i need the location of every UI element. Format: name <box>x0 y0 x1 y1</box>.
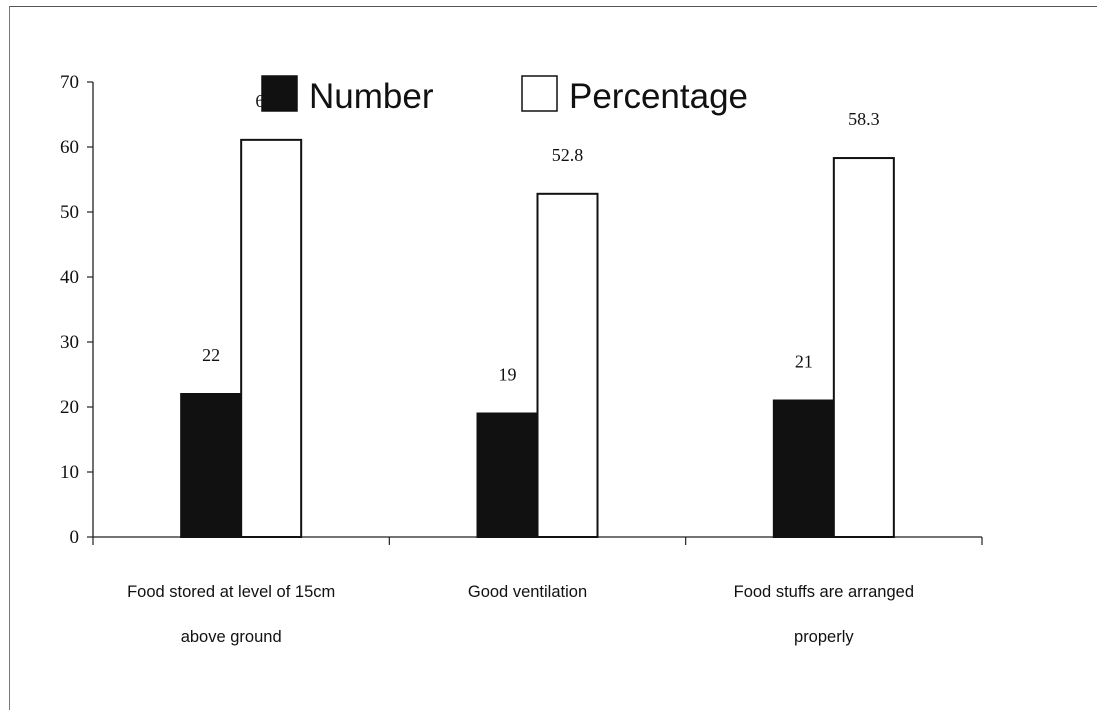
y-tick-label: 20 <box>60 397 79 418</box>
x-category-label: Good ventilation <box>468 583 587 601</box>
y-tick-label: 40 <box>60 267 79 288</box>
x-category-label: above ground <box>181 628 282 646</box>
chart-frame <box>9 6 1097 710</box>
bar-percentage <box>536 192 599 539</box>
data-label-number: 22 <box>202 345 220 365</box>
x-category-label: properly <box>794 628 854 646</box>
y-tick-label: 0 <box>70 527 80 548</box>
x-category-label: Food stuffs are arranged <box>734 583 914 601</box>
bar-number <box>180 393 243 538</box>
data-label-percentage: 58.3 <box>848 109 880 129</box>
data-label-number: 21 <box>795 352 813 372</box>
legend-label-percentage: Percentage <box>569 77 748 116</box>
bar-number <box>476 412 539 538</box>
y-tick-label: 30 <box>60 332 79 353</box>
legend-swatch-number <box>261 75 298 112</box>
y-tick-label: 70 <box>60 72 79 93</box>
data-label-percentage: 52.8 <box>552 145 584 165</box>
y-tick-label: 50 <box>60 202 79 223</box>
bar-percentage <box>240 138 303 538</box>
data-label-number: 19 <box>499 365 517 385</box>
bar-number <box>772 399 835 538</box>
x-category-label: Food stored at level of 15cm <box>127 583 335 601</box>
legend-swatch-percentage <box>521 75 558 112</box>
legend-label-number: Number <box>309 77 434 116</box>
y-tick-label: 60 <box>60 137 79 158</box>
bar-percentage <box>832 157 895 539</box>
y-tick-label: 10 <box>60 462 79 483</box>
